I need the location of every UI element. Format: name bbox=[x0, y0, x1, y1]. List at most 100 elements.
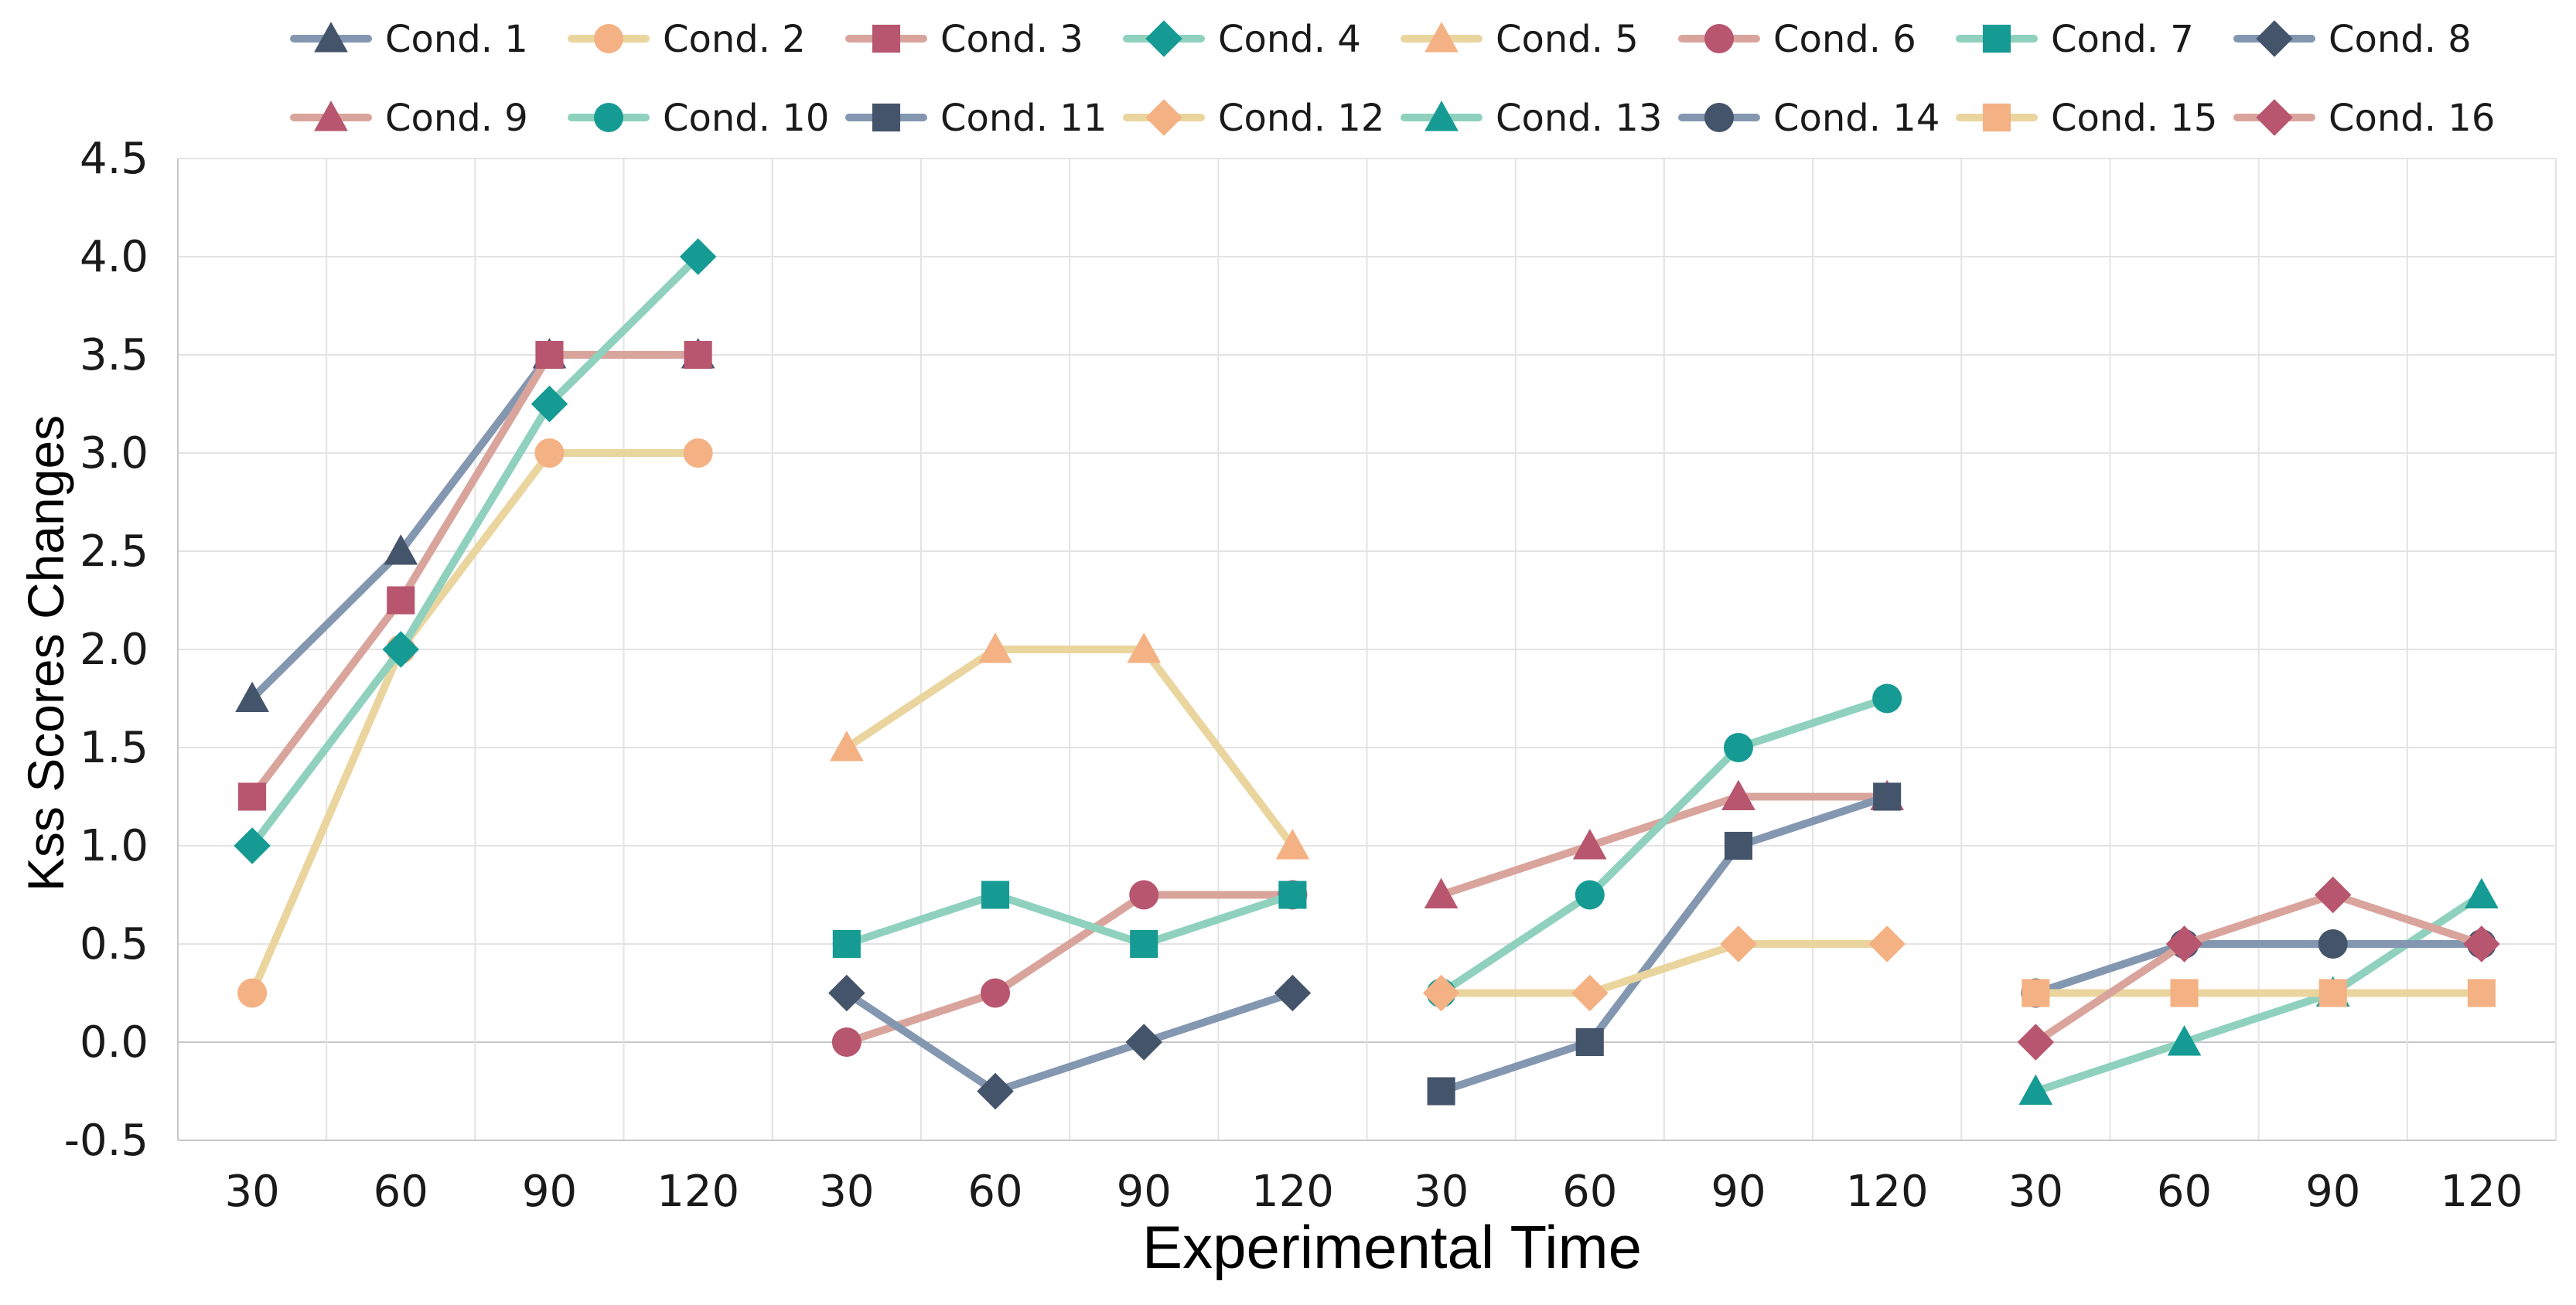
axes: -0.5 0.0 0.5 1.0 1.5 2.0 2.5 3.0 3.5 4.0 4.5 30 60 90… bbox=[64, 134, 2556, 1217]
data-point bbox=[2467, 979, 2496, 1007]
legend-label: Cond. 10 bbox=[663, 97, 829, 140]
data-point bbox=[1575, 880, 1605, 910]
legend-marker bbox=[1424, 101, 1459, 131]
series-line bbox=[842, 891, 1297, 948]
series-line bbox=[842, 646, 1297, 850]
data-point bbox=[1872, 683, 1902, 714]
y-tick-label: -0.5 bbox=[64, 1116, 148, 1166]
data-point bbox=[1720, 925, 1757, 963]
series-cond-8 bbox=[828, 974, 1312, 1110]
y-tick-label: 0.5 bbox=[80, 919, 148, 969]
data-point bbox=[829, 731, 864, 762]
legend-label: Cond. 11 bbox=[940, 97, 1107, 140]
data-point bbox=[2318, 979, 2347, 1007]
series-cond-5 bbox=[829, 632, 1310, 860]
y-tick-label: 3.0 bbox=[80, 428, 148, 479]
data-point bbox=[1127, 632, 1162, 663]
legend-label: Cond. 3 bbox=[940, 18, 1083, 61]
data-point bbox=[1724, 831, 1753, 860]
x-tick-label: 60 bbox=[374, 1167, 428, 1217]
series-line bbox=[842, 989, 1297, 1095]
legend-marker bbox=[1424, 22, 1459, 53]
series-line bbox=[2032, 940, 2486, 997]
x-tick-label: 90 bbox=[1117, 1167, 1172, 1217]
legend-marker bbox=[872, 24, 901, 53]
legend-item: Cond. 9 bbox=[290, 97, 528, 140]
legend-label: Cond. 12 bbox=[1218, 97, 1384, 140]
y-tick-label: 2.0 bbox=[80, 625, 148, 675]
legend-label: Cond. 1 bbox=[385, 18, 528, 61]
legend-label: Cond. 6 bbox=[1773, 18, 1916, 61]
data-point bbox=[1129, 880, 1159, 910]
legend-label: Cond. 13 bbox=[1496, 97, 1662, 140]
legend-marker bbox=[1982, 24, 2011, 53]
data-point bbox=[828, 974, 865, 1012]
data-point bbox=[977, 1072, 1014, 1110]
data-point bbox=[1274, 974, 1312, 1012]
x-tick-label: 30 bbox=[1414, 1167, 1469, 1217]
data-point bbox=[2463, 925, 2500, 963]
data-point bbox=[531, 385, 568, 423]
legend-label: Cond. 4 bbox=[1218, 18, 1361, 61]
y-tick-label: 4.0 bbox=[80, 232, 148, 282]
data-point bbox=[683, 438, 713, 468]
x-tick-label: 30 bbox=[2008, 1167, 2063, 1217]
data-point bbox=[1275, 829, 1310, 860]
series-line bbox=[248, 253, 702, 850]
legend-label: Cond. 7 bbox=[2051, 18, 2194, 61]
series-line bbox=[1437, 694, 1892, 997]
x-tick-label: 90 bbox=[2305, 1167, 2360, 1217]
series-cond-16 bbox=[2017, 876, 2500, 1061]
data-point bbox=[534, 438, 565, 468]
x-tick-label: 60 bbox=[967, 1167, 1022, 1217]
x-tick-label: 120 bbox=[2440, 1167, 2523, 1217]
legend-item: Cond. 11 bbox=[845, 97, 1107, 140]
data-point bbox=[2314, 876, 2352, 914]
legend-marker bbox=[594, 24, 623, 53]
data-point bbox=[2165, 925, 2203, 963]
legend-label: Cond. 8 bbox=[2329, 18, 2472, 61]
data-point bbox=[1427, 1077, 1455, 1106]
data-point bbox=[978, 632, 1012, 663]
legend-marker bbox=[2256, 99, 2293, 136]
data-point bbox=[831, 1027, 862, 1057]
series-line bbox=[248, 351, 702, 801]
x-tick-label: 120 bbox=[1846, 1167, 1929, 1217]
series-group bbox=[234, 238, 2500, 1110]
legend-item: Cond. 6 bbox=[1678, 18, 1916, 61]
x-tick-label: 90 bbox=[1711, 1167, 1766, 1217]
data-point bbox=[1721, 779, 1755, 810]
legend-item: Cond. 2 bbox=[568, 18, 806, 61]
legend-item: Cond. 4 bbox=[1123, 18, 1361, 61]
data-point bbox=[1572, 829, 1607, 860]
series-cond-6 bbox=[831, 880, 1308, 1057]
series-cond-4 bbox=[234, 238, 717, 864]
data-point bbox=[2018, 1074, 2053, 1105]
data-point bbox=[832, 929, 861, 959]
legend-marker bbox=[872, 103, 901, 132]
series-line bbox=[842, 891, 1297, 1046]
data-point bbox=[2170, 979, 2199, 1007]
data-point bbox=[2167, 1025, 2202, 1056]
legend-item: Cond. 12 bbox=[1123, 97, 1384, 140]
series-cond-12 bbox=[1422, 925, 1906, 1012]
data-point bbox=[981, 978, 1011, 1008]
data-point bbox=[1575, 1027, 1604, 1057]
data-point bbox=[384, 534, 418, 565]
data-point bbox=[2318, 929, 2348, 959]
series-line bbox=[1437, 940, 1892, 997]
legend-item: Cond. 1 bbox=[290, 18, 528, 61]
series-cond-11 bbox=[1427, 782, 1902, 1106]
data-point bbox=[1278, 881, 1307, 909]
x-tick-label: 30 bbox=[224, 1167, 279, 1217]
legend-label: Cond. 14 bbox=[1773, 97, 1940, 140]
data-point bbox=[1125, 1024, 1162, 1061]
data-point bbox=[2465, 877, 2499, 908]
y-tick-label: 1.5 bbox=[80, 723, 148, 773]
legend-label: Cond. 5 bbox=[1496, 18, 1639, 61]
legend-marker bbox=[1982, 103, 2011, 132]
x-tick-label: 60 bbox=[1562, 1167, 1617, 1217]
legend: Cond. 1 Cond. 2 Cond. 3 Cond. 4 Cond. 5 Cond.… bbox=[290, 18, 2495, 140]
data-point bbox=[382, 631, 420, 668]
